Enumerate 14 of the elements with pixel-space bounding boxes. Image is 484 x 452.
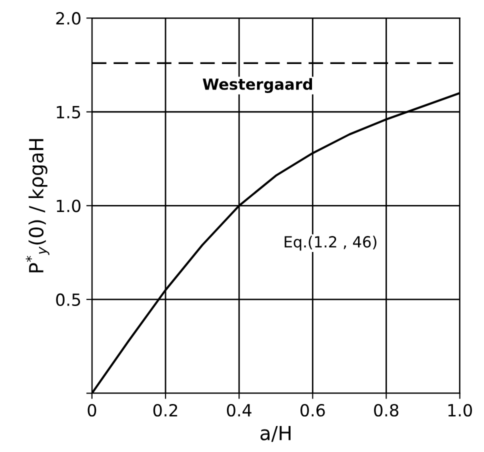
y-tick-label: 2.0: [56, 12, 80, 25]
x-axis-title: a/H: [260, 426, 291, 442]
y-tick-label: 0.5: [56, 293, 80, 306]
x-tick-label: 0.6: [300, 404, 325, 417]
x-tick-label: 0.8: [374, 404, 398, 417]
x-tick-label: 0: [88, 404, 96, 417]
y-tick-label: 1.0: [56, 200, 80, 212]
x-tick-label: 0.4: [226, 404, 252, 417]
ref-line-label: Westergaard: [202, 78, 312, 94]
annotation: Eq.(1.2 , 46): [284, 236, 376, 251]
x-tick-label: 1.0: [448, 404, 472, 417]
x-tick-label: 0.2: [153, 404, 178, 417]
y-axis-title: P$^{*}$$_{y}$(0) / kρgaH: [26, 139, 50, 272]
y-tick-label: 1.5: [56, 106, 80, 118]
